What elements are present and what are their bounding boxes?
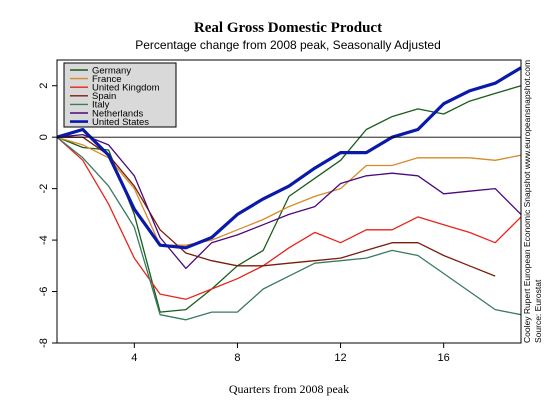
y-tick-label: -8 [38, 338, 50, 348]
y-tick-label: -6 [38, 287, 50, 297]
series-lines [56, 66, 522, 321]
plot-frame [56, 59, 522, 344]
x-tick-label: 8 [234, 352, 240, 364]
series-line-france [56, 136, 522, 246]
x-tick-label: 4 [131, 352, 137, 364]
legend-label: United States [92, 117, 149, 128]
series-line-spain [57, 136, 496, 277]
series-line-united-states [56, 66, 522, 250]
legend-label: United Kingdom [92, 83, 160, 94]
legend-label: Italy [92, 100, 110, 111]
x-tick-label: 12 [334, 352, 346, 364]
legend-label: Germany [92, 65, 131, 76]
y-tick-label: 0 [38, 134, 50, 140]
chart-subtitle: Percentage change from 2008 peak, Season… [135, 38, 441, 52]
y-axis-ticks: 2 0 -2 -4 -6 -8 [38, 83, 57, 348]
chart-title: Real Gross Domestic Product [194, 20, 382, 36]
x-axis-label: Quarters from 2008 peak [229, 382, 349, 396]
series-line-united-kingdom [56, 136, 522, 300]
series-line-netherlands [56, 133, 522, 270]
source-note: Source: Eurostat [533, 279, 543, 343]
x-tick-label: 16 [438, 352, 450, 364]
y-tick-label: -2 [38, 184, 50, 194]
series-line-italy [56, 136, 522, 321]
y-tick-label: -4 [38, 235, 50, 245]
legend-box [63, 62, 177, 128]
source-credit-note: Cooley Rupert European Economic Snapshot… [522, 60, 532, 343]
x-axis-ticks: 4 8 12 16 [131, 343, 450, 364]
series-line-germany [56, 85, 522, 313]
legend-label: Spain [92, 91, 116, 102]
legend-label: France [92, 74, 122, 85]
y-tick-label: 2 [38, 83, 50, 89]
legend-label: Netherlands [92, 108, 143, 119]
